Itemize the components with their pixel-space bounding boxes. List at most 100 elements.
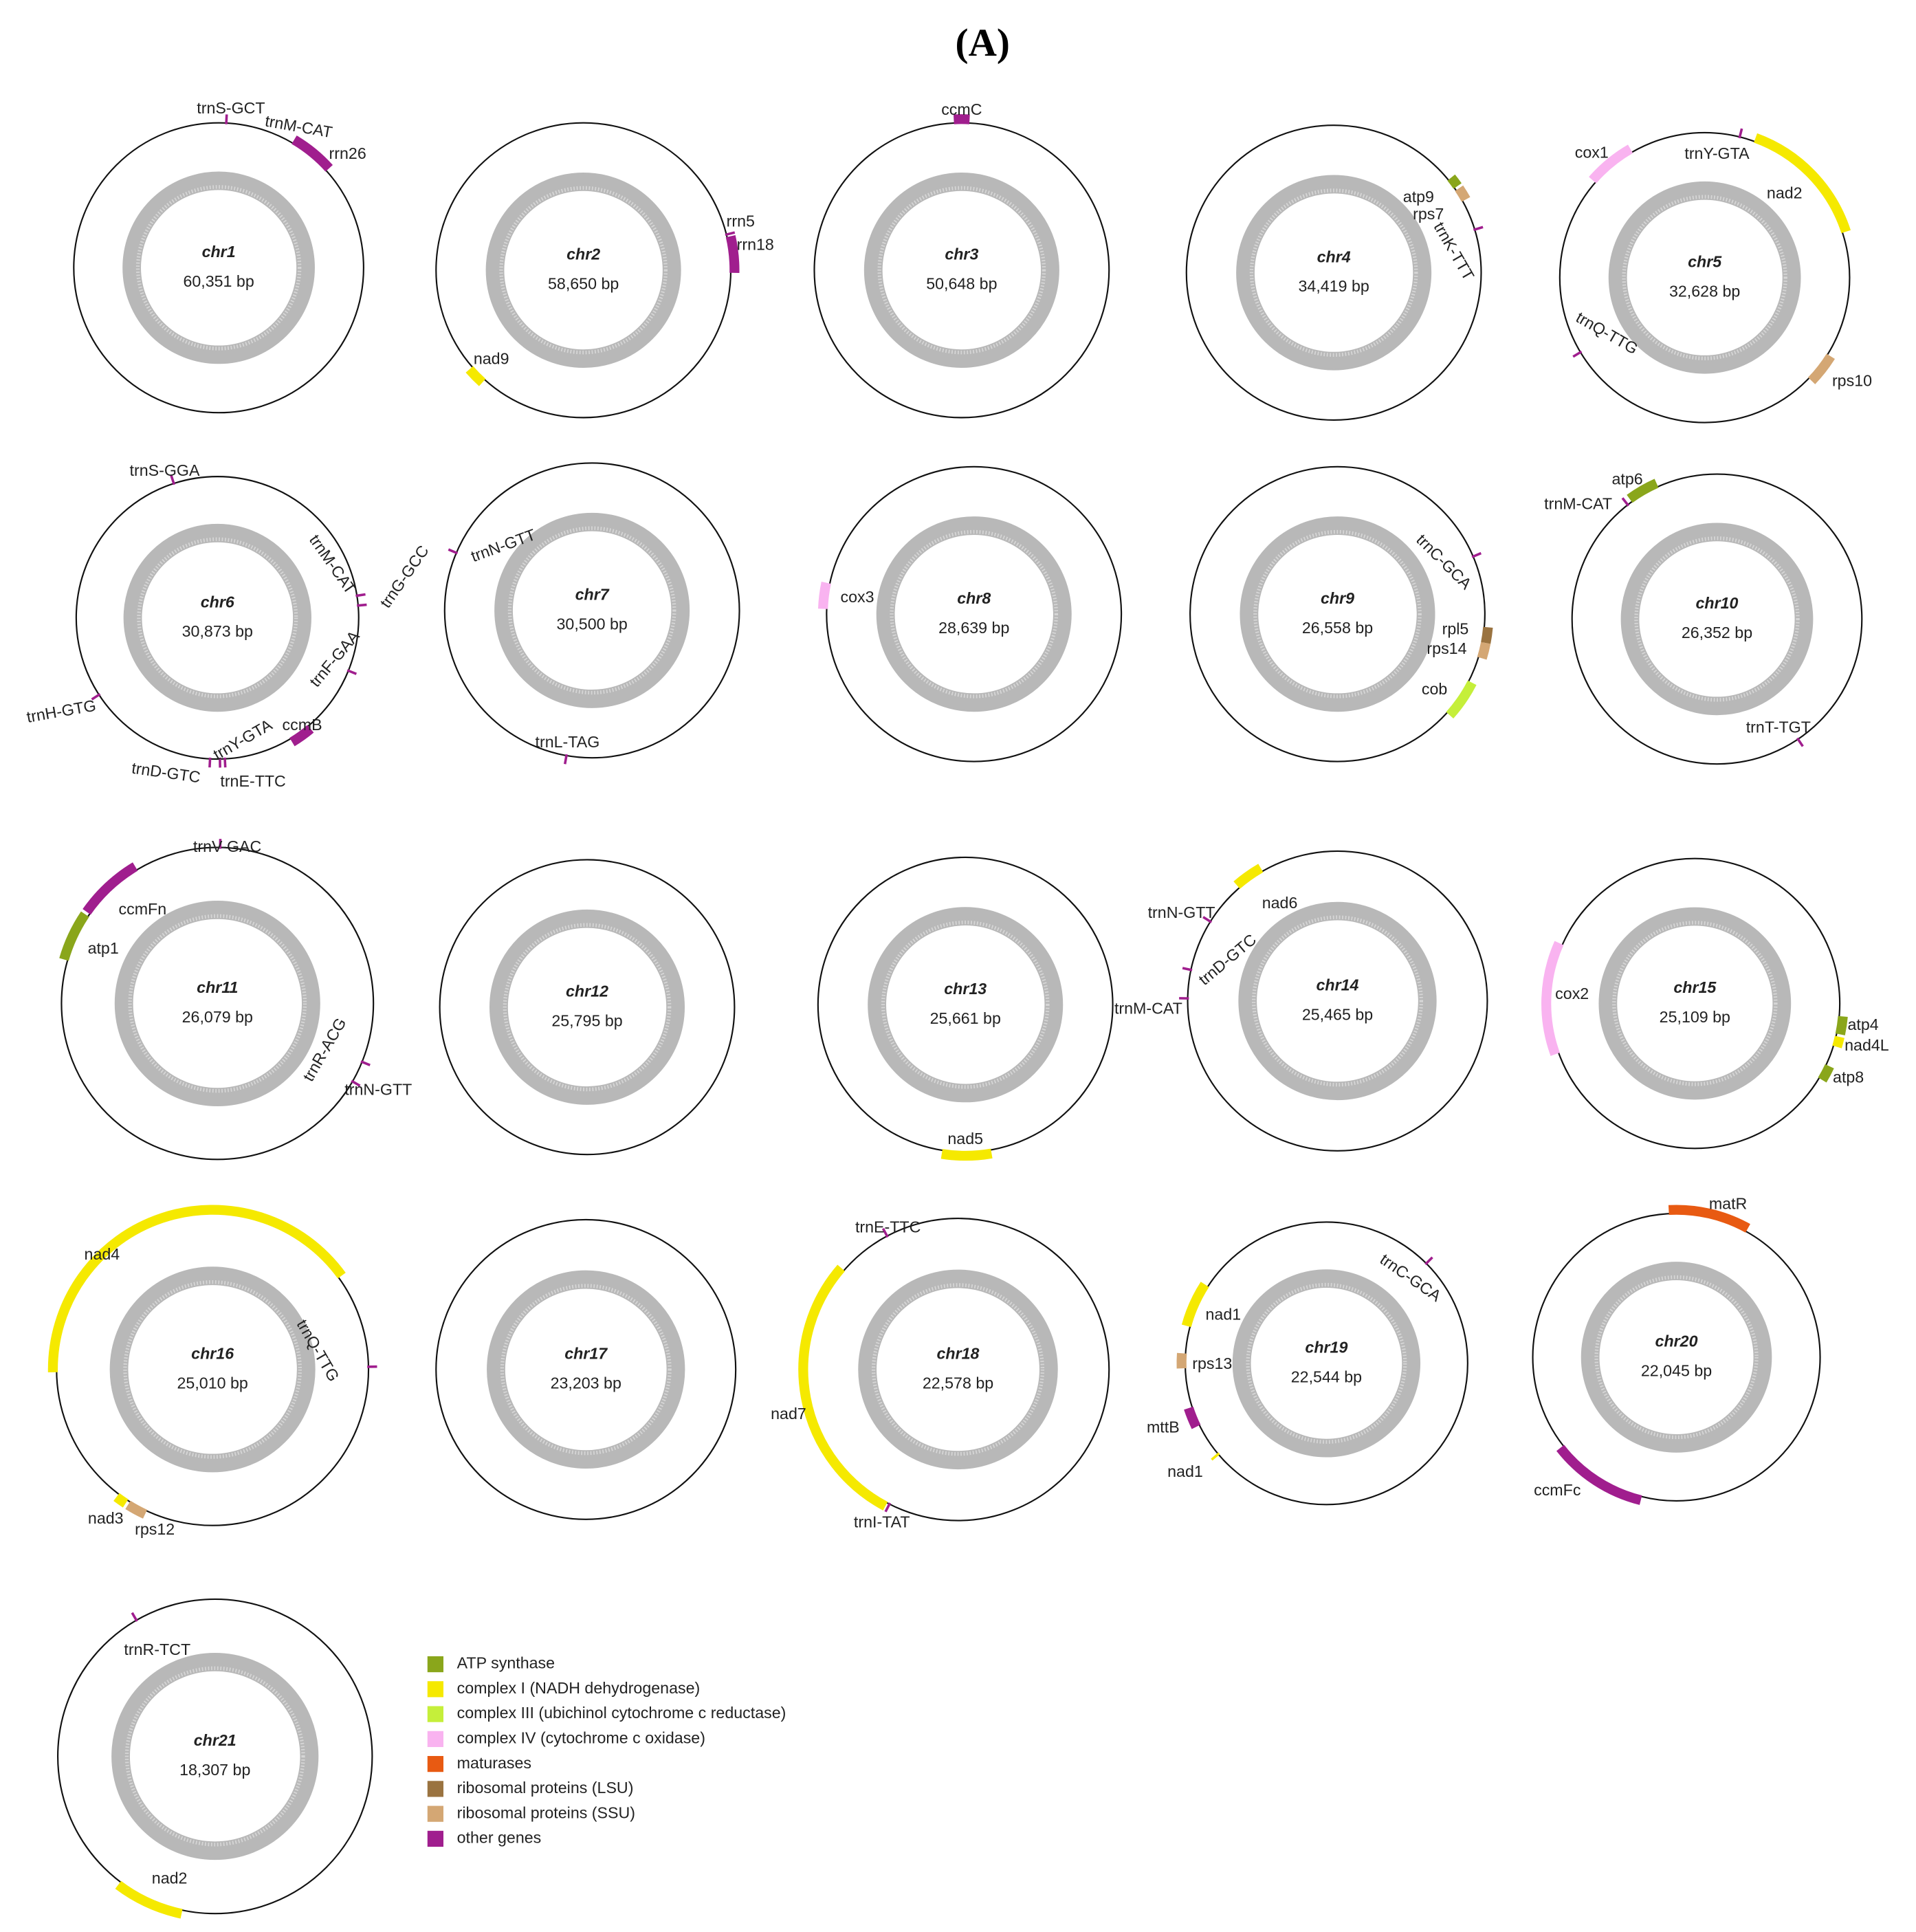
gene-arc: [1627, 479, 1659, 503]
gene-label: ccmB: [283, 716, 322, 734]
gene-tick: [91, 692, 101, 701]
gc-ring: [868, 907, 1064, 1103]
chromosome-name: chr8: [957, 589, 991, 607]
gene-label: nad5: [947, 1130, 983, 1148]
chromosome-name: chr7: [575, 586, 610, 604]
gene-label: rps14: [1427, 639, 1466, 657]
gene-arc: [1447, 174, 1462, 189]
gene-label: atp1: [88, 939, 119, 957]
gene-tick: [1471, 551, 1482, 558]
gene-arc: [113, 1493, 129, 1508]
chromosome-name: chr17: [564, 1345, 608, 1363]
gene-label: nad1: [1167, 1462, 1203, 1480]
legend-swatch: [427, 1805, 444, 1822]
legend-swatch: [427, 1656, 444, 1673]
gene-arc: [1668, 1205, 1750, 1233]
legend-swatch: [427, 1830, 444, 1847]
gc-ring-inner: [1594, 1275, 1759, 1440]
legend: ATP synthase complex I (NADH dehydrogenas…: [427, 1654, 786, 1847]
legend-swatch: [427, 1681, 444, 1698]
chromosome-name: chr2: [566, 245, 600, 263]
gene-tick: [1211, 1452, 1220, 1461]
chromosome-size: 25,661 bp: [930, 1009, 1001, 1027]
gene-label: nad4L: [1845, 1036, 1889, 1054]
gene-label: atp4: [1847, 1016, 1878, 1033]
chromosome-name: chr18: [937, 1345, 980, 1363]
gc-ring: [1232, 1269, 1421, 1458]
chromosome-map: chr10 26,352 bp trnM-CAT atp6 trnT-TGT: [1544, 470, 1863, 765]
gene-arc: [1233, 864, 1264, 889]
chromosome-map: chr3 50,648 bp ccmC: [813, 100, 1110, 419]
gene-tick: [357, 603, 367, 607]
chromosome-circle: [1185, 124, 1482, 421]
chromosome-name: chr14: [1317, 976, 1359, 994]
gene-arc: [465, 366, 486, 386]
gene-label: nad2: [152, 1869, 188, 1887]
legend-swatch: [427, 1756, 444, 1772]
chromosome-size: 22,045 bp: [1641, 1362, 1712, 1380]
gene-arc: [289, 725, 314, 747]
gene-label: matR: [1709, 1195, 1747, 1213]
gc-ring: [876, 516, 1072, 712]
gc-ring: [123, 523, 311, 712]
gc-ring: [863, 172, 1059, 369]
chromosome-circle: [435, 1218, 737, 1520]
legend-label: complex I (NADH dehydrogenase): [457, 1679, 701, 1697]
gc-ring: [1608, 181, 1801, 374]
gene-label: cob: [1422, 680, 1447, 698]
gene-label: atp6: [1611, 470, 1642, 488]
chromosome-name: chr16: [191, 1345, 234, 1363]
chromosome-size: 25,010 bp: [177, 1374, 248, 1392]
legend-label: complex IV (cytochrome c oxidase): [457, 1728, 705, 1746]
gene-tick: [355, 593, 366, 597]
gc-ring-inner: [1634, 536, 1800, 702]
gene-tick: [1572, 350, 1583, 358]
gene-label: nad3: [88, 1509, 124, 1527]
gene-label: trnT-TGT: [1746, 718, 1811, 736]
gene-label: rrn26: [329, 144, 366, 162]
chromosome-size: 60,351 bp: [183, 272, 254, 290]
gene-arc: [1589, 144, 1633, 184]
gene-label: nad2: [1767, 184, 1803, 201]
chromosome-size: 26,079 bp: [182, 1008, 253, 1026]
gene-label: trnM-CAT: [1114, 1000, 1182, 1018]
gene-arc: [47, 1205, 346, 1373]
chromosome-name: chr3: [945, 245, 978, 263]
gc-ring: [111, 1652, 319, 1860]
gc-ring-inner: [1249, 188, 1418, 357]
gene-tick: [131, 1612, 138, 1622]
chromosome-size: 25,465 bp: [1302, 1005, 1373, 1023]
gene-arc: [1477, 641, 1491, 660]
gene-tick: [351, 1079, 361, 1087]
gc-ring: [489, 909, 685, 1105]
gene-tick: [1796, 737, 1804, 747]
legend-swatch: [427, 1706, 444, 1722]
gene-tick: [360, 1060, 371, 1066]
gene-label: trnN-GTT: [344, 1080, 412, 1098]
gene-tick: [448, 548, 459, 555]
gc-ring-inner: [1246, 1282, 1407, 1444]
chromosome-name: chr19: [1305, 1339, 1347, 1357]
gc-ring-inner: [503, 923, 672, 1092]
chromosome-circle: [826, 465, 1123, 762]
chromosome-size: 30,500 bp: [557, 615, 628, 633]
gene-arc: [798, 1264, 888, 1511]
gene-label: rpl5: [1442, 620, 1469, 638]
gc-ring-inner: [123, 1280, 302, 1459]
gene-arc: [59, 911, 89, 961]
legend-label: other genes: [457, 1829, 542, 1847]
gc-ring-inner: [507, 526, 676, 695]
gene-arc: [1807, 353, 1835, 384]
legend-label: complex III (ubichinol cytochrome c redu…: [457, 1704, 786, 1722]
gene-arc: [1556, 1445, 1642, 1505]
gc-ring-inner: [871, 1283, 1045, 1456]
chromosome-size: 28,639 bp: [938, 619, 1009, 637]
gc-ring-inner: [881, 920, 1050, 1089]
gene-arc: [1835, 1016, 1848, 1035]
chromosome-circle: [73, 122, 364, 414]
figure-title: (A): [956, 21, 1010, 65]
gene-label: cox2: [1555, 985, 1589, 1002]
gc-ring-inner: [890, 529, 1059, 699]
